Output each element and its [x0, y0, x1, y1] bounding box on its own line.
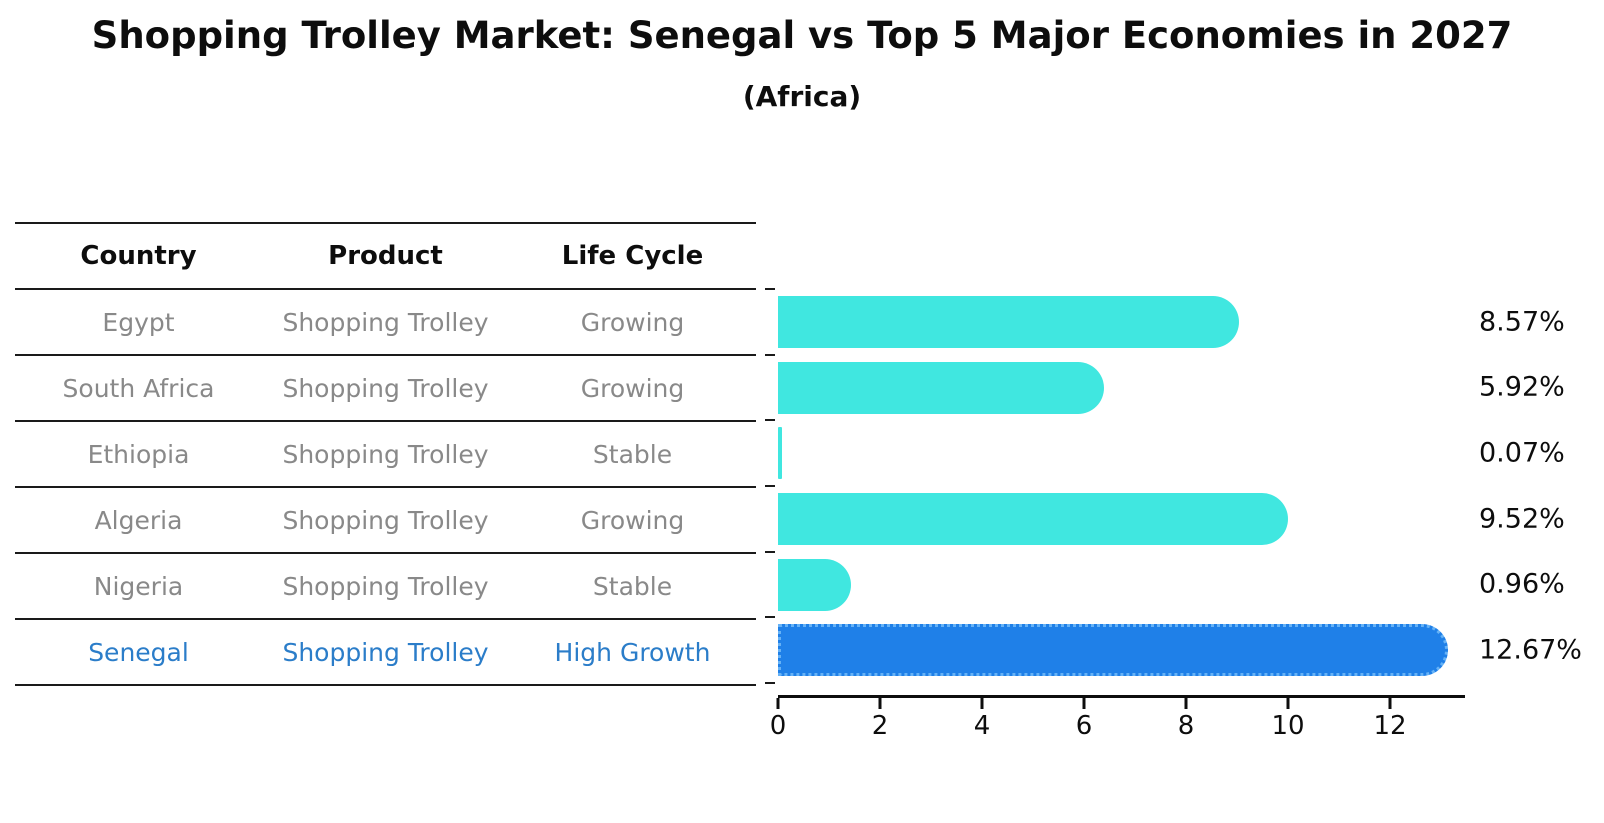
cell-country: Algeria	[94, 505, 183, 535]
cell-product: Shopping Trolley	[282, 439, 489, 469]
bar-south-africa	[778, 361, 1104, 414]
bar-value-egypt: 8.57%	[1479, 306, 1565, 338]
x-tick-mark	[1286, 698, 1290, 709]
column-header-country: Country	[80, 241, 197, 271]
table-row-egypt: Egypt Shopping Trolley Growing	[15, 290, 756, 356]
cell-product: Shopping Trolley	[282, 571, 489, 601]
cell-life-cycle: Growing	[580, 505, 685, 535]
column-header-life-cycle: Life Cycle	[561, 241, 704, 271]
bar-value-ethiopia: 0.07%	[1479, 437, 1565, 469]
x-tick-label: 2	[871, 711, 889, 741]
cell-product: Shopping Trolley	[282, 373, 489, 403]
country-table: Country Product Life Cycle Egypt Shoppin…	[15, 222, 756, 686]
table-row-senegal: Senegal Shopping Trolley High Growth	[15, 620, 756, 686]
x-tick-label: 10	[1271, 711, 1305, 741]
y-tick-mark	[765, 616, 775, 619]
bar-row-ethiopia: 0.07%	[778, 420, 1565, 486]
y-tick-mark	[765, 288, 775, 290]
table-row-algeria: Algeria Shopping Trolley Growing	[15, 488, 756, 554]
y-tick-mark	[765, 353, 775, 356]
cell-life-cycle: Stable	[592, 439, 673, 469]
cell-country: South Africa	[62, 373, 215, 403]
cell-life-cycle: Growing	[580, 373, 685, 403]
table-header-row: Country Product Life Cycle	[15, 224, 756, 290]
bar-row-egypt: 8.57%	[778, 289, 1565, 355]
bar-value-nigeria: 0.96%	[1479, 568, 1565, 600]
page-title: Shopping Trolley Market: Senegal vs Top …	[91, 14, 1513, 57]
table-row-ethiopia: Ethiopia Shopping Trolley Stable	[15, 422, 756, 488]
cell-life-cycle: Growing	[580, 307, 685, 337]
cell-country: Ethiopia	[87, 439, 190, 469]
x-tick-label: 0	[769, 711, 787, 741]
x-tick-mark	[878, 698, 882, 709]
x-tick-label: 12	[1373, 711, 1407, 741]
y-tick-mark	[765, 550, 775, 553]
bar-senegal	[778, 624, 1449, 677]
x-tick-label: 8	[1177, 711, 1195, 741]
y-tick-mark	[765, 484, 775, 487]
cell-country: Nigeria	[93, 571, 184, 601]
x-tick-label: 4	[973, 711, 991, 741]
x-tick-mark	[776, 698, 780, 709]
bar-chart: 8.57% 5.92% 0.07% 9.52% 0.96% 12.67% 0 2 4…	[765, 288, 1582, 741]
bar-row-south-africa: 5.92%	[778, 355, 1565, 421]
cell-life-cycle: Stable	[592, 571, 673, 601]
x-tick-label: 6	[1075, 711, 1093, 741]
y-tick-mark	[765, 419, 775, 422]
bar-value-south-africa: 5.92%	[1479, 371, 1565, 403]
bar-ethiopia	[778, 427, 782, 480]
x-axis-line	[778, 695, 1465, 698]
x-tick-mark	[980, 698, 984, 709]
bar-nigeria	[778, 558, 851, 611]
bar-row-nigeria: 0.96%	[778, 552, 1565, 618]
x-tick-mark	[1082, 698, 1086, 709]
bar-row-senegal: 12.67%	[778, 617, 1582, 683]
cell-product: Shopping Trolley	[282, 307, 489, 337]
table-row-south-africa: South Africa Shopping Trolley Growing	[15, 356, 756, 422]
cell-country: Senegal	[88, 637, 189, 667]
cell-product: Shopping Trolley	[282, 637, 489, 667]
table-row-nigeria: Nigeria Shopping Trolley Stable	[15, 554, 756, 620]
bar-algeria	[778, 492, 1288, 545]
column-header-product: Product	[328, 241, 443, 271]
bar-egypt	[778, 296, 1240, 348]
bar-value-senegal: 12.67%	[1479, 634, 1582, 666]
bar-row-algeria: 9.52%	[778, 486, 1565, 552]
cell-product: Shopping Trolley	[282, 505, 489, 535]
x-tick-mark	[1184, 698, 1188, 709]
x-tick-mark	[1388, 698, 1392, 709]
bar-value-algeria: 9.52%	[1479, 503, 1565, 535]
page-subtitle: (Africa)	[742, 80, 862, 113]
y-tick-mark	[765, 681, 775, 684]
cell-country: Egypt	[102, 307, 175, 337]
cell-life-cycle: High Growth	[554, 637, 711, 667]
